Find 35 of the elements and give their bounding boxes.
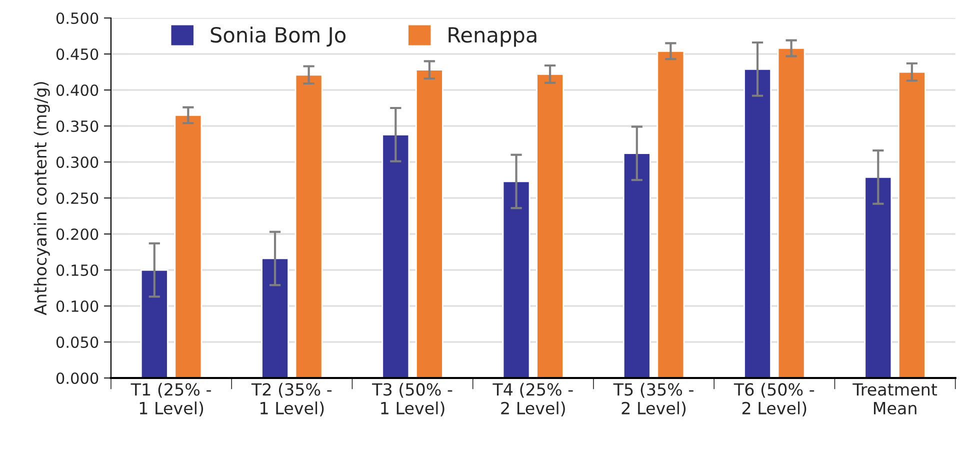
y-tick-label: 0.250 [56, 192, 98, 204]
y-tick-label: 0.300 [56, 156, 98, 168]
bar [294, 74, 323, 378]
bar [536, 73, 564, 378]
x-tick-label: T6 (50% - 2 Level) [734, 382, 814, 416]
y-tick-label: 0.000 [56, 372, 98, 384]
bar [174, 114, 202, 378]
bar [502, 180, 530, 378]
y-tick-label: 0.150 [56, 264, 98, 276]
bar [140, 269, 168, 378]
bar [622, 152, 651, 378]
y-tick-label: 0.200 [56, 228, 98, 240]
x-tick-label: Treatment Mean [852, 383, 938, 414]
y-tick-label: 0.050 [56, 336, 98, 348]
bar [261, 258, 289, 378]
x-tick-label: T1 (25% - 1 Level) [130, 382, 211, 416]
legend-label: Sonia Bom Jo [210, 26, 346, 47]
y-axis-title: Anthocyanin content (mg/g) [34, 82, 50, 316]
y-tick-label: 0.500 [56, 12, 98, 24]
bar [777, 48, 806, 378]
bar [656, 50, 685, 378]
bar [864, 176, 892, 378]
x-tick-label: T5 (35% - 2 Level) [613, 382, 694, 416]
y-tick-label: 0.400 [56, 84, 98, 96]
legend-label: Renappa [448, 27, 536, 47]
bar [744, 68, 772, 378]
x-tick-label: T2 (35% - 1 Level) [251, 382, 332, 416]
bar [415, 69, 444, 378]
x-tick-label: T4 (25% - 2 Level) [492, 382, 573, 416]
y-tick-label: 0.450 [56, 48, 98, 60]
y-tick-label: 0.350 [56, 120, 98, 132]
bar [898, 71, 926, 378]
y-tick-label: 0.100 [56, 300, 98, 312]
x-tick-label: T3 (50% - 1 Level) [372, 382, 452, 416]
bar [382, 134, 410, 378]
